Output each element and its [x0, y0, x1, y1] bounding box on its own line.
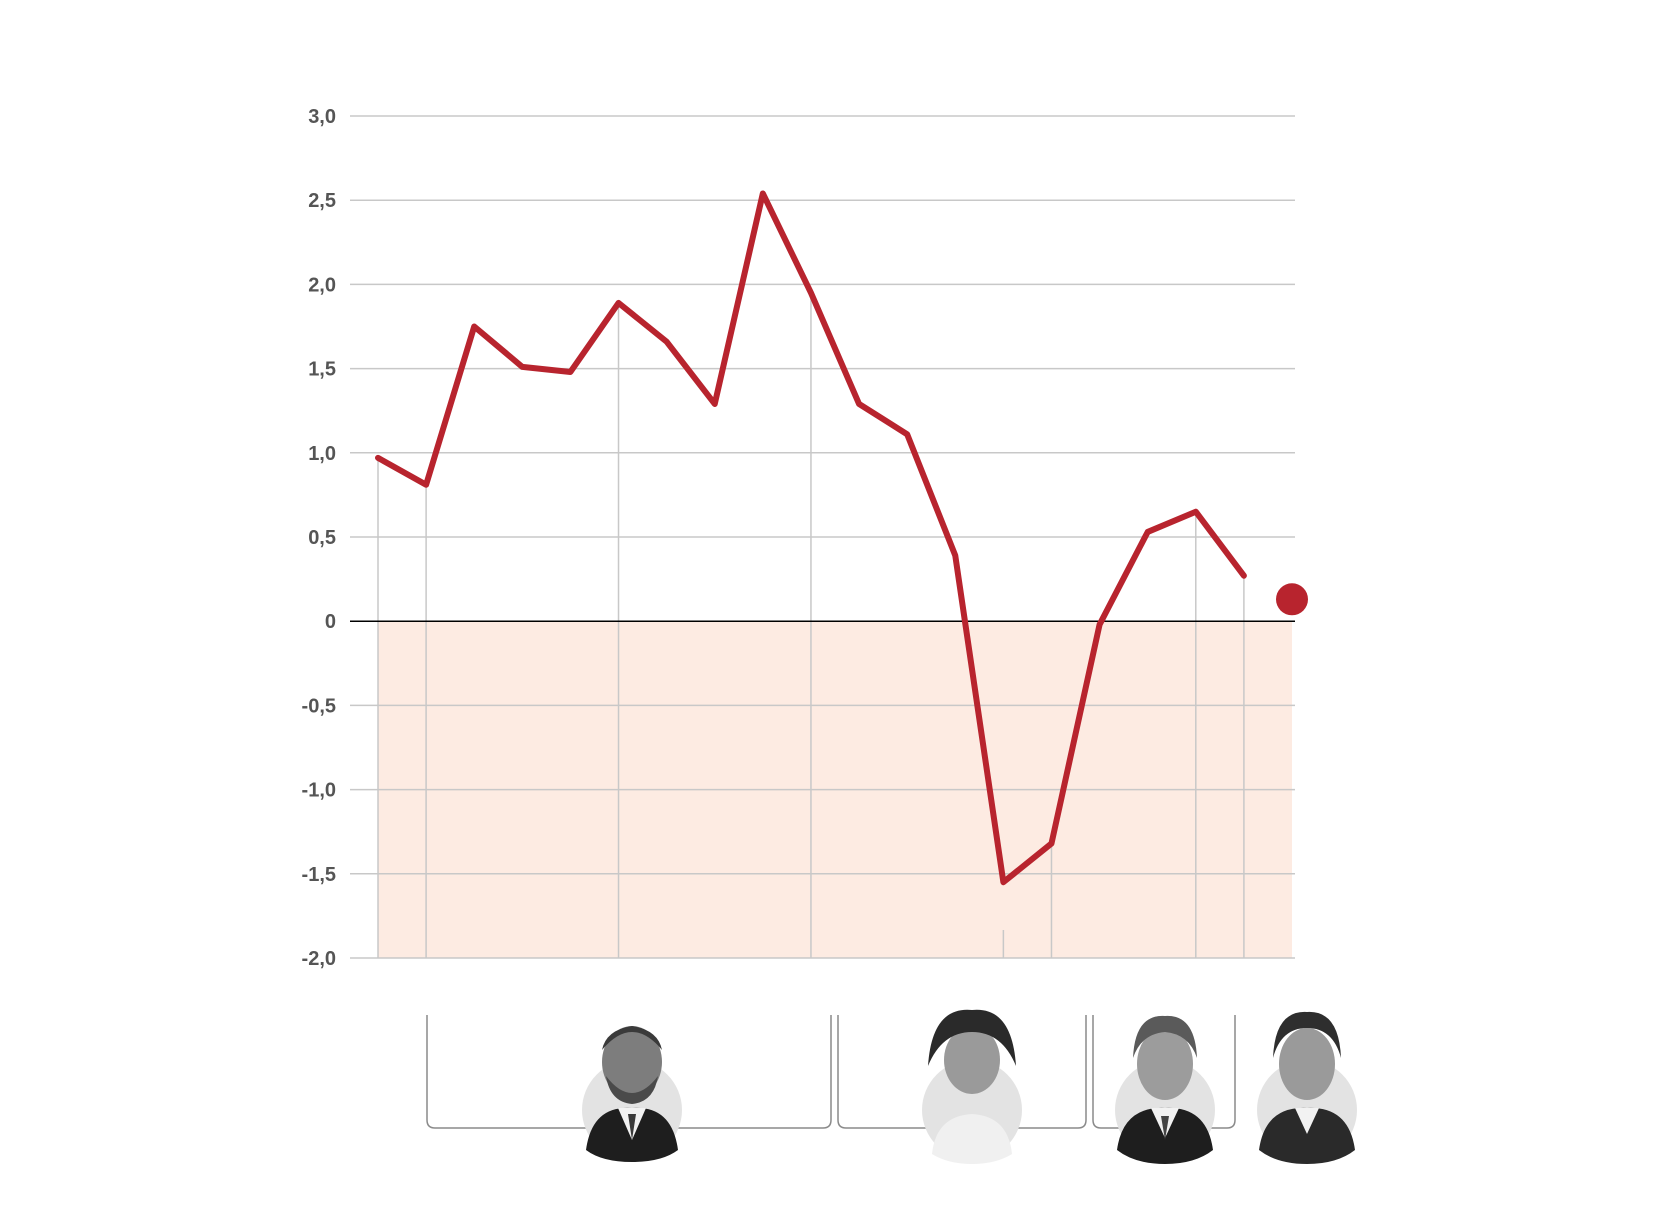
y-tick-label: -1,0 [302, 780, 336, 802]
portrait-3-icon [1115, 1015, 1215, 1164]
portrait-4-icon [1257, 1011, 1357, 1164]
y-axis-tick-labels: 3,0 2,5 2,0 1,5 1,0 0,5 0 -0,5 -1,0 -1,5 -2,0 [302, 106, 336, 970]
portrait-1-icon [582, 1026, 682, 1162]
y-tick-label: 1,5 [308, 359, 336, 381]
y-tick-label: 3,0 [308, 106, 336, 128]
grid [350, 115, 1295, 959]
y-tick-label: 0 [325, 611, 336, 633]
series-line [375, 190, 1247, 886]
portrait-2-icon [922, 1009, 1022, 1164]
y-tick-label: 1,0 [308, 443, 336, 465]
vertical-markers [377, 292, 1245, 958]
y-tick-label: 2,0 [308, 274, 336, 296]
term-brackets [426, 1015, 1236, 1129]
y-tick-label: 0,5 [308, 527, 336, 549]
y-tick-label: -1,5 [302, 864, 336, 886]
y-tick-label: -2,0 [302, 948, 336, 970]
y-tick-label: -0,5 [302, 695, 336, 717]
last-point-marker [1276, 583, 1308, 616]
y-tick-label: 2,5 [308, 190, 336, 212]
